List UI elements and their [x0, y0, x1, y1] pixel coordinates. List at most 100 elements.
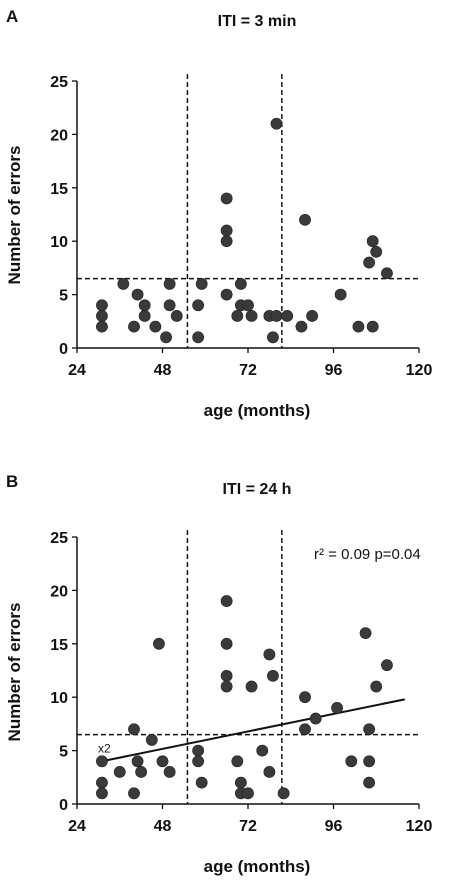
panel-a-x-tick-label: 24 — [68, 362, 86, 379]
panel-a-data-point — [245, 310, 258, 322]
panel-b-data-point — [220, 637, 233, 650]
panel-a-data-point — [381, 267, 393, 280]
panel-b-data-point — [331, 701, 343, 714]
panel-a-data-point — [363, 256, 376, 269]
panel-a-data-point — [96, 310, 108, 322]
panel-a-y-tick-label: 5 — [59, 288, 68, 305]
panel-b-data-point — [195, 776, 208, 789]
panel-b-data-point — [267, 669, 279, 682]
panel-a-data-point — [366, 235, 379, 248]
panel-b-title: ITI = 24 h — [223, 481, 292, 498]
panel-b-data-point — [263, 648, 276, 661]
panel-a-data-point — [138, 310, 151, 322]
panel-b-stat-text: r² = 0.09 p=0.04 — [314, 546, 421, 563]
panel-a-ylabel: Number of errors — [5, 146, 24, 285]
panel-a-x-tick-label: 48 — [154, 362, 172, 379]
panel-b-data-point — [131, 755, 144, 768]
panel-a-data-point — [220, 224, 233, 237]
panel-a-data-point — [370, 245, 383, 258]
panel-b-data-point — [96, 755, 108, 768]
panel-a-data-point — [334, 288, 347, 301]
panel-b-x-tick-label: 72 — [239, 818, 257, 835]
panel-a-data-point — [366, 320, 379, 333]
panel-a-data-point — [96, 299, 108, 312]
panel-a-xlabel: age (months) — [204, 401, 311, 420]
panel-b-data-point — [234, 776, 247, 789]
panel-a-data-point — [242, 299, 254, 312]
panel-b-data-point — [128, 787, 140, 800]
panel-a-data-point — [270, 117, 283, 130]
panel-a-y-tick-label: 25 — [50, 74, 68, 91]
panel-a-data-point — [138, 299, 151, 312]
panel-b-x-tick-label: 120 — [406, 818, 433, 835]
panel-a-data-point — [131, 288, 144, 301]
panel-b-y-tick-label: 5 — [59, 744, 68, 761]
panel-a-data-point — [163, 278, 176, 290]
panel-b-data-point — [156, 755, 169, 768]
panel-b-data-point — [192, 744, 205, 757]
panel-a-y-tick-label: 20 — [50, 127, 68, 144]
panel-a-data-point — [220, 235, 233, 248]
panel-a-data-point — [170, 310, 183, 322]
panel-b-data-point — [220, 680, 233, 693]
panel-b-data-point — [163, 766, 176, 778]
panel-b-data-point — [381, 659, 393, 672]
panel-b-ylabel: Number of errors — [5, 603, 24, 742]
panel-a-data-point — [234, 278, 247, 290]
panel-b-y-tick-label: 20 — [50, 583, 68, 600]
panel-b-y-tick-label: 25 — [50, 530, 68, 547]
panel-a-data-point — [220, 288, 233, 301]
panel-b-data-point — [345, 755, 358, 768]
panel-b-data-point — [359, 627, 372, 640]
panel-a-data-point — [117, 278, 130, 290]
panel-a-y-tick-label: 15 — [50, 181, 68, 198]
panel-b-x-tick-label: 96 — [325, 818, 343, 835]
panel-b-data-point — [153, 637, 165, 650]
panel-b-data-point — [128, 723, 140, 736]
panel-b-data-point — [256, 744, 269, 757]
panel-a-data-point — [281, 310, 294, 322]
panel-a-data-point — [160, 331, 172, 344]
panel-b-data-point — [231, 755, 244, 768]
panel-a-data-point — [231, 310, 244, 322]
panel-a-data-point — [352, 320, 365, 333]
panel-b-data-point — [135, 766, 148, 778]
panel-a-data-point — [220, 192, 233, 205]
panel-b-x-tick-label: 48 — [154, 818, 172, 835]
panel-b-x-tick-label: 24 — [68, 818, 86, 835]
panel-a-data-point — [299, 213, 311, 226]
panel-a-data-point — [192, 331, 205, 344]
panel-b-y-tick-label: 0 — [59, 797, 68, 814]
panel-a-x-tick-label: 96 — [325, 362, 343, 379]
panel-b-data-point — [363, 755, 376, 768]
panel-b-annotation: x2 — [98, 741, 111, 755]
panel-b-data-point — [96, 776, 108, 789]
panel-b-letter: B — [6, 472, 18, 491]
panel-a-data-point — [295, 320, 308, 333]
panel-a-y-tick-label: 10 — [50, 234, 68, 251]
panel-a-data-point — [192, 299, 205, 312]
panel-b-data-point — [299, 723, 311, 736]
panel-b-data-point — [299, 691, 311, 704]
panel-b-xlabel: age (months) — [204, 857, 311, 876]
panel-b-data-point — [363, 723, 376, 736]
panel-b-data-point — [370, 680, 383, 693]
panel-a-data-point — [195, 278, 208, 290]
panel-a-data-point — [96, 320, 108, 333]
panel-b-data-point — [220, 595, 233, 607]
panel-a-x-tick-label: 120 — [406, 362, 433, 379]
panel-a-data-point — [128, 320, 140, 333]
panel-b-data-point — [277, 787, 290, 800]
panel-b-data-point — [192, 755, 205, 768]
panel-a-title: ITI = 3 min — [218, 13, 297, 30]
panel-b-data-point — [245, 680, 258, 693]
panel-a-data-point — [163, 299, 176, 312]
panel-a-data-point — [306, 310, 319, 322]
panel-a-data-point — [267, 331, 279, 344]
panel-b-data-point — [309, 712, 322, 725]
panel-b-data-point — [145, 734, 158, 746]
panel-b-regression-line — [101, 698, 405, 763]
panel-b-y-tick-label: 15 — [50, 637, 68, 654]
panel-b-data-point — [220, 669, 233, 682]
